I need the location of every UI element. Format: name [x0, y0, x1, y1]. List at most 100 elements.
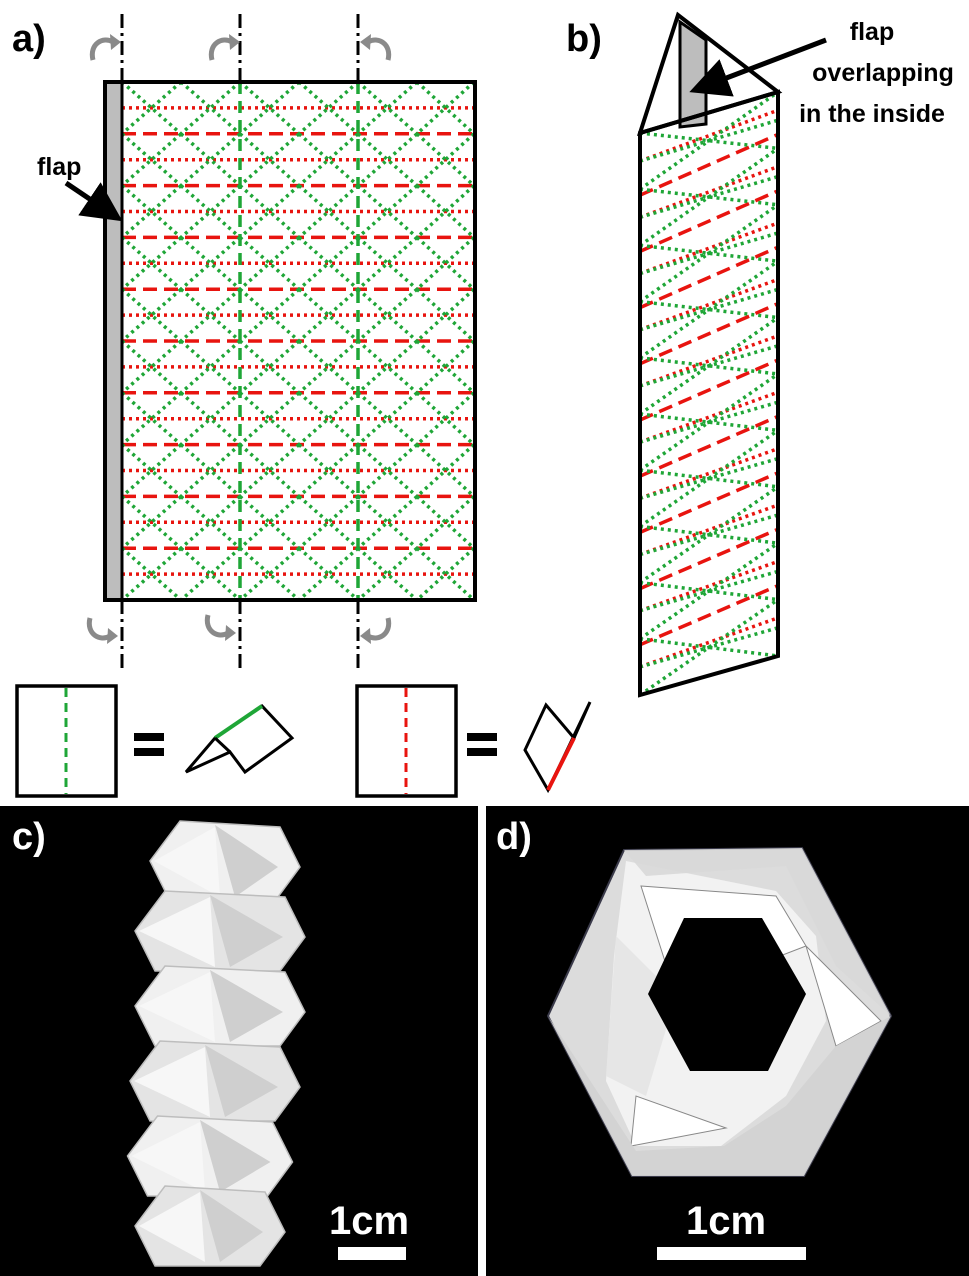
valley-crease — [238, 546, 301, 602]
flap-strip — [103, 80, 124, 602]
valley-crease — [415, 443, 476, 498]
valley-crease — [639, 356, 779, 376]
valley-crease — [120, 287, 183, 343]
valley-crease — [179, 495, 242, 550]
valley-crease — [238, 236, 301, 291]
valley-crease — [179, 287, 242, 343]
valley-crease — [179, 391, 242, 446]
valley-crease — [179, 443, 242, 498]
valley-crease — [238, 184, 301, 239]
valley-crease — [356, 443, 419, 498]
valley-crease — [356, 495, 419, 550]
origami-face-light — [134, 1047, 210, 1117]
tube-outline — [638, 89, 780, 698]
valley-crease — [415, 236, 476, 291]
valley-crease — [179, 339, 242, 395]
valley-crease — [297, 495, 360, 550]
annotation-line-2: overlapping — [812, 59, 954, 87]
origami-face-light — [139, 897, 215, 967]
valley-crease — [415, 339, 476, 395]
valley-crease — [238, 80, 301, 136]
valley-crease — [415, 287, 476, 343]
valley-crease — [297, 391, 360, 446]
valley-crease — [120, 391, 183, 446]
origami-face-shadow — [215, 825, 278, 897]
valley-crease — [415, 80, 476, 136]
valley-crease — [120, 546, 183, 602]
annotation-line-3: in the inside — [799, 100, 945, 128]
valley-crease — [639, 118, 779, 163]
valley-crease — [120, 132, 183, 187]
valley-crease — [238, 443, 301, 498]
origami-face-light — [139, 972, 215, 1042]
origami-face-light — [131, 1122, 205, 1192]
valley-crease — [639, 456, 779, 500]
valley-crease — [415, 391, 476, 446]
valley-crease — [297, 443, 360, 498]
rotation-arrow-icon — [366, 617, 392, 641]
valley-crease — [639, 243, 779, 263]
valley-crease — [120, 80, 183, 136]
valley-crease — [179, 339, 242, 395]
valley-crease — [297, 184, 360, 239]
valley-crease — [356, 287, 419, 343]
mountain-crease — [639, 358, 779, 422]
valley-crease — [356, 80, 419, 136]
panel-b-label: b) — [566, 18, 602, 60]
valley-crease — [120, 443, 183, 498]
flap-arrow-icon — [64, 180, 123, 222]
annotation-arrow-icon — [689, 37, 827, 97]
valley-crease — [297, 546, 360, 602]
origami-face-light — [154, 827, 220, 897]
valley-crease — [179, 132, 242, 187]
valley-crease — [639, 344, 779, 388]
valley-crease — [238, 339, 301, 395]
valley-crease — [120, 184, 183, 239]
valley-crease — [120, 132, 183, 187]
valley-crease — [120, 495, 183, 550]
valley-crease — [179, 546, 242, 602]
valley-crease — [120, 546, 183, 602]
valley-crease — [120, 80, 183, 136]
flap-inside — [678, 19, 708, 129]
crease-pattern-diagram — [15, 11, 827, 798]
panel-d-photo: d) 1cm — [486, 806, 969, 1276]
valley-crease — [356, 184, 419, 239]
valley-crease — [297, 339, 360, 395]
valley-crease — [120, 184, 183, 239]
valley-crease — [120, 339, 183, 395]
valley-crease — [179, 287, 242, 343]
rotation-arrow-icon — [86, 617, 112, 641]
valley-crease — [356, 132, 419, 187]
rotation-arrow-icon — [225, 625, 236, 641]
valley-crease — [415, 546, 476, 602]
mountain-fold-icon — [523, 701, 592, 794]
scale-label-d: 1cm — [686, 1199, 767, 1243]
valley-crease — [179, 80, 242, 136]
valley-crease — [238, 132, 301, 187]
valley-crease — [297, 184, 360, 239]
panel-b-folded-tube — [636, 11, 827, 698]
mountain-crease — [639, 189, 779, 254]
annotation-line-1: flap — [849, 18, 895, 46]
valley-crease — [639, 187, 779, 207]
fold-legend — [15, 684, 592, 798]
origami-face-shadow — [210, 970, 283, 1042]
valley-crease — [356, 391, 419, 446]
panel-c-photo: c) 1cm — [0, 806, 478, 1276]
valley-crease — [639, 580, 779, 602]
valley-crease — [639, 131, 779, 151]
valley-crease — [356, 236, 419, 291]
valley-crease — [297, 236, 360, 291]
valley-crease — [238, 236, 301, 291]
valley-crease — [297, 132, 360, 187]
valley-crease — [415, 184, 476, 239]
valley-crease — [238, 339, 301, 395]
crease-lines — [120, 80, 476, 602]
origami-face-shadow — [205, 1045, 278, 1117]
valley-crease — [356, 80, 419, 136]
valley-crease — [120, 391, 183, 446]
valley-crease — [415, 391, 476, 446]
valley-crease — [238, 132, 301, 187]
valley-crease — [415, 495, 476, 550]
